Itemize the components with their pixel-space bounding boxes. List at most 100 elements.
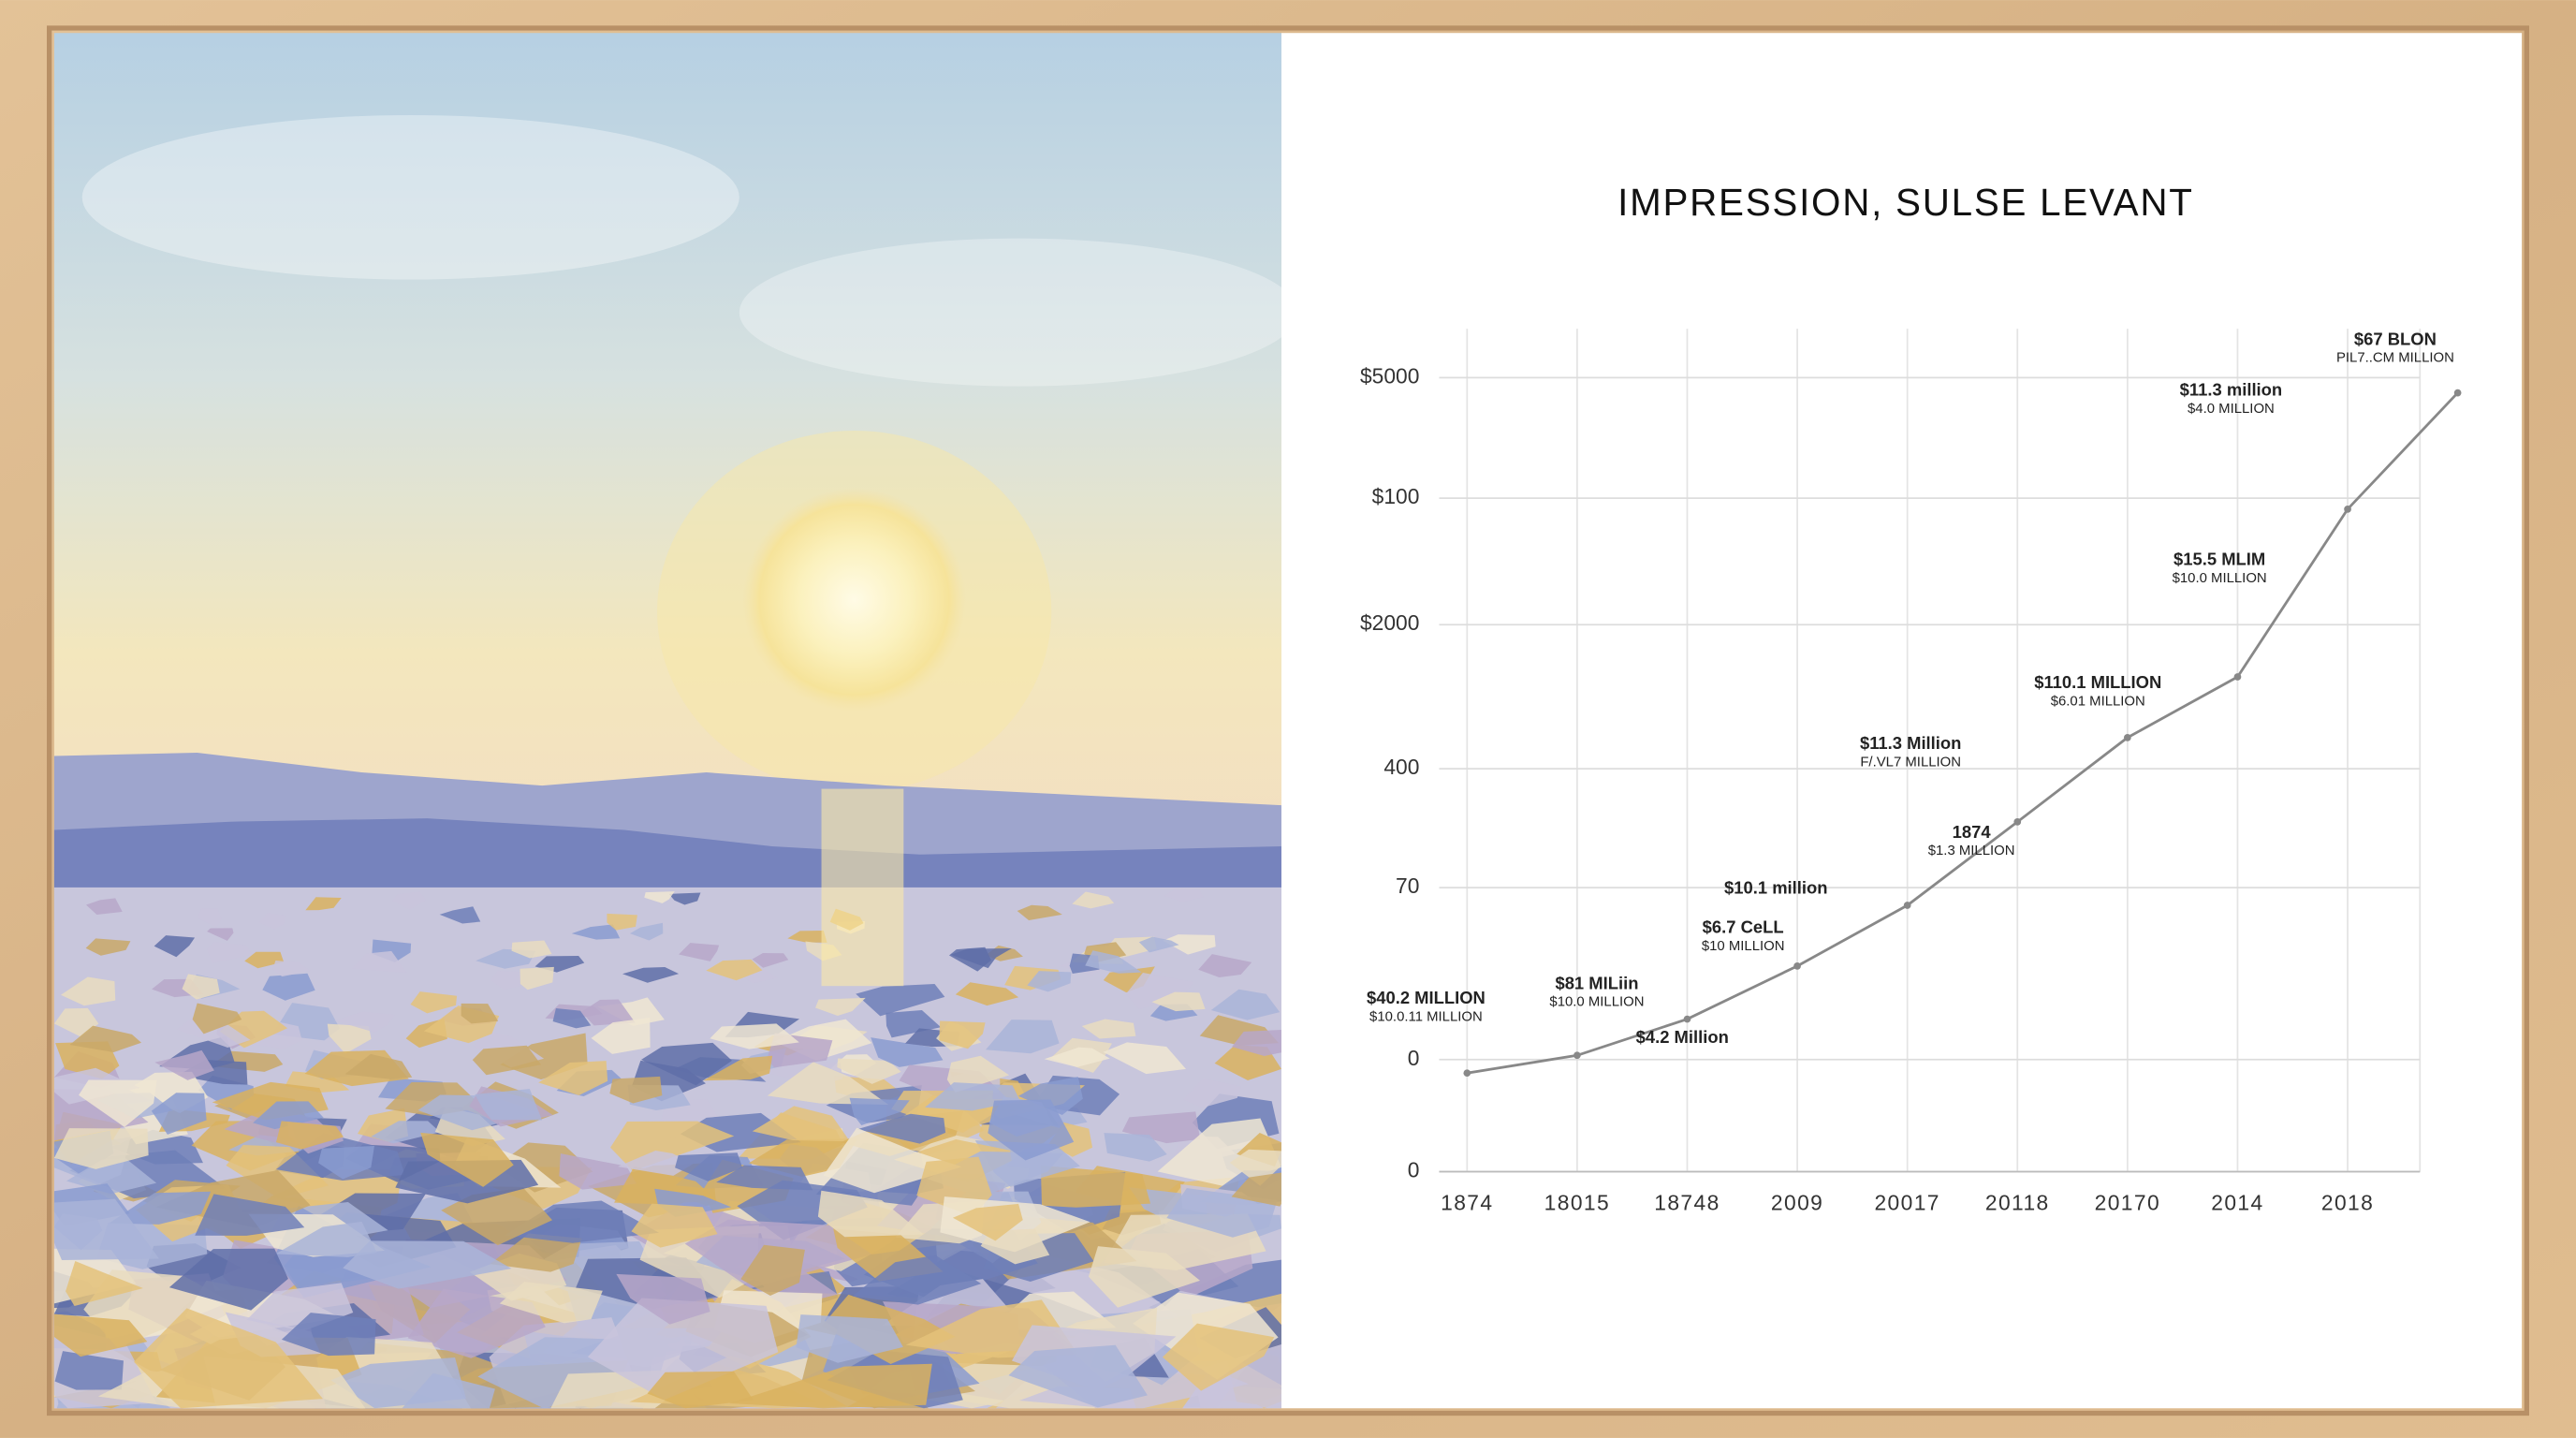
brush-patch	[1017, 904, 1062, 920]
brush-patch	[787, 930, 827, 943]
brush-patch	[641, 1042, 733, 1086]
brush-patch	[85, 898, 123, 915]
brush-patch	[871, 1037, 944, 1067]
brush-patch	[1162, 1323, 1275, 1391]
brush-patch	[1008, 1344, 1148, 1408]
brush-patch	[1103, 1042, 1186, 1075]
brush-patch	[740, 1244, 805, 1297]
x-tick-label: 1874	[1441, 1191, 1493, 1215]
brush-patch	[197, 908, 222, 928]
brush-patch	[134, 1308, 323, 1409]
brush-patch	[955, 982, 1019, 1006]
brush-patch	[281, 1313, 376, 1357]
brush-patch	[985, 1020, 1060, 1054]
data-point	[2453, 389, 2462, 397]
annotation: $10.0 MILLION	[1549, 995, 1644, 1010]
data-point	[1793, 961, 1801, 970]
chart-panel	[1281, 33, 2523, 1409]
brush-patch	[344, 1053, 413, 1079]
data-line	[1467, 391, 2459, 1075]
cloud	[739, 238, 1298, 387]
brush-patch	[1182, 1078, 1242, 1108]
brush-patch	[837, 1058, 901, 1084]
brush-patch	[69, 1025, 142, 1053]
brush-patch	[679, 943, 720, 961]
annotation: $4.0 MILLION	[2188, 402, 2275, 417]
brush-patch	[53, 1313, 148, 1357]
brush-patch	[1125, 973, 1194, 1009]
brush-patch	[490, 1233, 582, 1272]
brush-patch	[849, 1097, 910, 1126]
brush-patch	[66, 1260, 143, 1307]
brush-patch	[53, 1213, 103, 1251]
brush-patch	[511, 940, 552, 959]
brush-patch	[752, 1106, 851, 1142]
data-point	[2344, 505, 2351, 513]
brush-patch	[79, 1079, 157, 1127]
brush-patch	[305, 897, 342, 911]
brush-patch	[275, 1221, 377, 1257]
painting	[53, 33, 1298, 1409]
brush-patch	[607, 913, 637, 931]
brush-patch	[262, 973, 315, 1001]
y-tick-label: 0	[1408, 1046, 1420, 1070]
brush-patch	[258, 912, 287, 930]
annotation: $110.1 MILLION	[2034, 672, 2161, 692]
x-tick-label: 20017	[1874, 1191, 1939, 1215]
brush-patch	[817, 1190, 924, 1238]
brush-patch	[752, 952, 789, 968]
brush-patch	[1072, 891, 1115, 909]
brush-patch	[410, 991, 458, 1014]
brush-patch	[1081, 1019, 1136, 1039]
x-tick-label: 2018	[2321, 1191, 2374, 1215]
brush-patch	[420, 1132, 514, 1187]
data-point	[1683, 1015, 1691, 1023]
brush-patch	[55, 1041, 120, 1079]
brush-patch	[644, 891, 675, 903]
brush-patch	[729, 1363, 932, 1409]
annotation: $15.5 MLIM	[2174, 549, 2265, 568]
data-point	[2123, 733, 2131, 741]
data-point	[1463, 1069, 1471, 1078]
chart-title: IMPRESSION, SULSE LEVANT	[1617, 181, 2194, 224]
brush-patch	[939, 1020, 986, 1049]
brush-patch	[475, 1089, 543, 1121]
brush-patch	[1231, 1172, 1281, 1207]
brush-patch	[192, 1003, 242, 1034]
y-tick-label: $2000	[1360, 610, 1419, 635]
brush-patch	[609, 1076, 663, 1104]
brush-patch	[244, 951, 285, 969]
brush-patch	[1027, 971, 1072, 992]
brush-patch	[629, 922, 664, 941]
brush-patch	[53, 1007, 99, 1037]
annotation: 1874	[1953, 822, 1992, 842]
x-tick-label: 20170	[2095, 1191, 2160, 1215]
brush-patch	[952, 1203, 1023, 1241]
y-tick-label: $100	[1372, 484, 1420, 508]
annotation: $10.0 MILLION	[2173, 571, 2267, 586]
brush-patch	[796, 1314, 903, 1363]
brush-patch	[617, 1150, 694, 1176]
brush-patch	[1040, 1165, 1151, 1208]
brush-patch	[706, 959, 763, 981]
brush-patch	[207, 942, 253, 964]
x-tick-label: 2009	[1771, 1191, 1823, 1215]
brush-patch	[154, 935, 196, 958]
brush-patch	[703, 1055, 773, 1081]
annotation: $67 BLON	[2354, 329, 2437, 348]
brush-patch	[1232, 1030, 1281, 1056]
brush-patch	[886, 1010, 942, 1038]
brush-patch	[856, 983, 945, 1017]
brush-patch	[631, 1203, 718, 1248]
brush-patch	[571, 924, 621, 940]
x-tick-label: 20118	[1985, 1191, 2050, 1215]
brush-patch	[520, 966, 554, 990]
x-tick-label: 18015	[1544, 1191, 1610, 1215]
brush-patch	[253, 1101, 324, 1130]
brush-patch	[622, 967, 680, 983]
brush-patch	[716, 1165, 813, 1191]
brush-patch	[1163, 934, 1216, 955]
brush-patch	[948, 946, 991, 972]
brush-patch	[391, 891, 427, 910]
